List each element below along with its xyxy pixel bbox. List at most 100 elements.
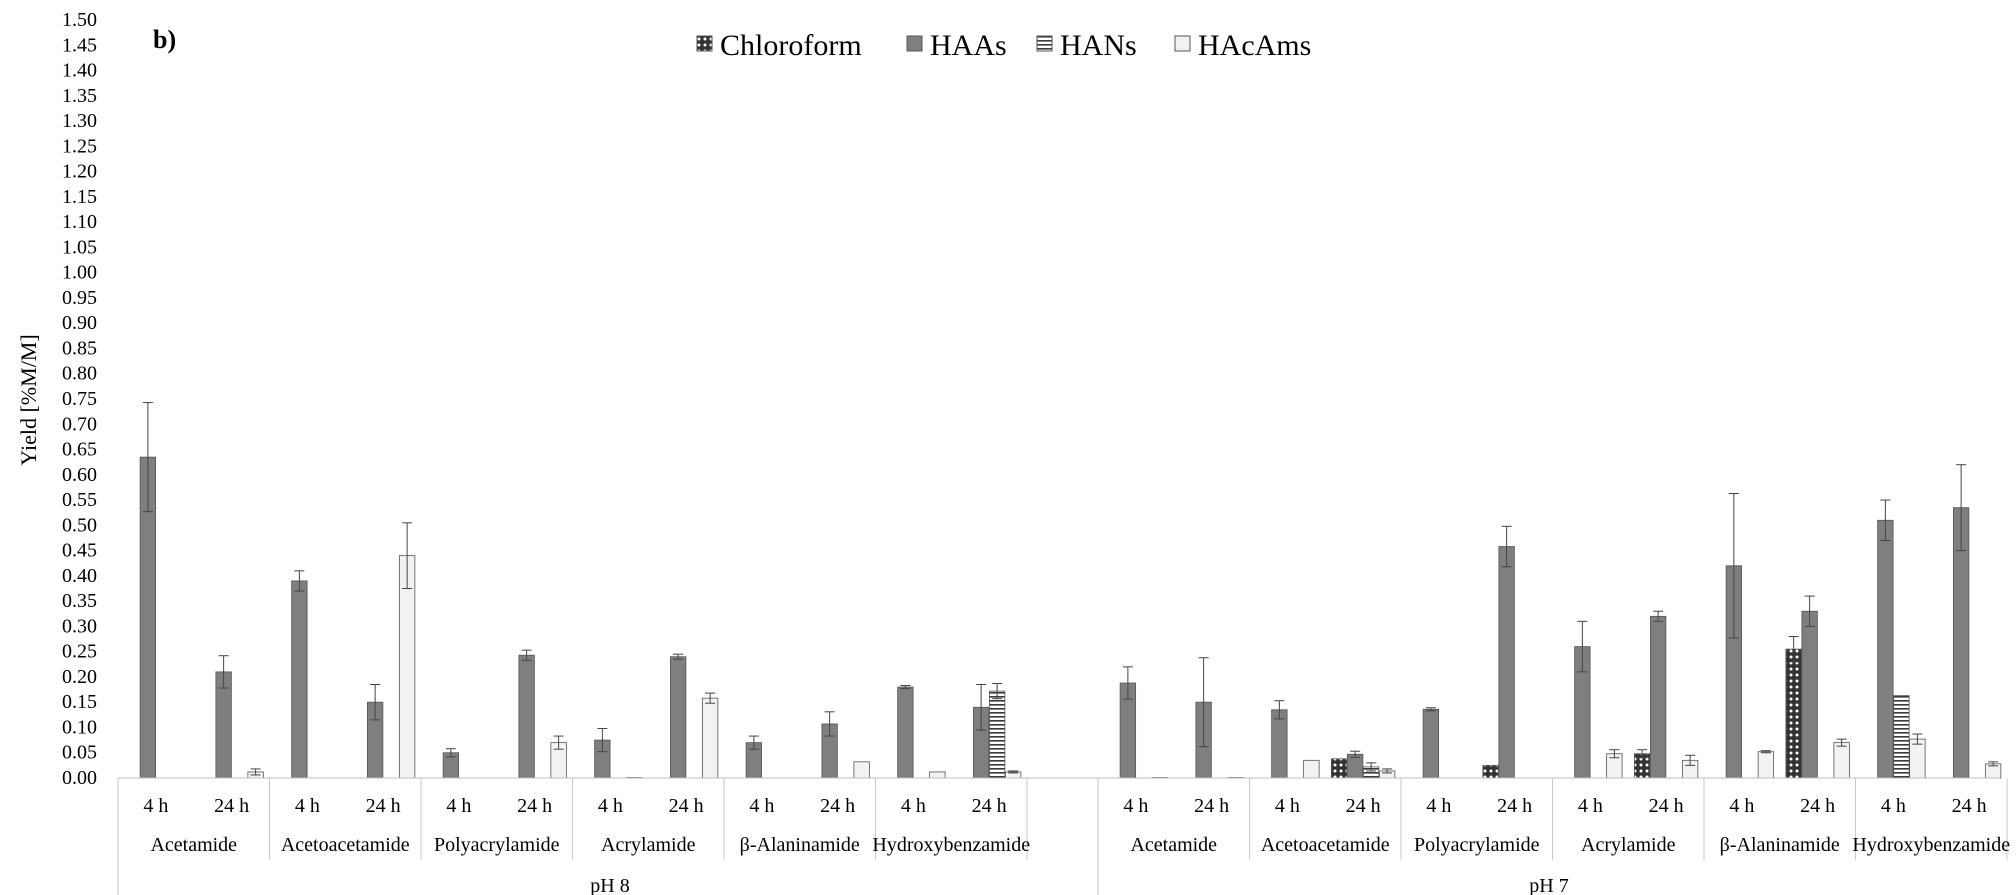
compound-label: Polyacrylamide (1414, 834, 1540, 856)
y-tick-label: 0.05 (62, 742, 97, 764)
time-label: 4 h (446, 795, 471, 817)
y-tick-label: 0.55 (62, 489, 97, 511)
time-label: 24 h (972, 795, 1007, 817)
y-tick-label: 0.50 (62, 514, 97, 536)
y-tick-label: 0.95 (62, 287, 97, 309)
y-tick-label: 0.90 (62, 312, 97, 334)
compound-label: Polyacrylamide (434, 834, 560, 856)
compound-label: Acrylamide (1581, 834, 1676, 856)
bar-hans (1893, 695, 1910, 779)
bar-haas (1422, 708, 1440, 779)
y-tick-label: 1.40 (62, 60, 97, 82)
y-tick-label: 1.45 (62, 34, 97, 56)
time-label: 4 h (1881, 795, 1906, 817)
compound-label: β-Alaninamide (1720, 834, 1840, 856)
time-label: 4 h (598, 795, 623, 817)
y-tick-label: 1.05 (62, 236, 97, 258)
compound-label: Acetoacetamide (1261, 834, 1390, 856)
legend-label: HAcAms (1198, 29, 1311, 62)
time-label: 4 h (749, 795, 774, 817)
time-label: 24 h (366, 795, 401, 817)
y-tick-label: 0.25 (62, 641, 97, 663)
time-label: 24 h (214, 795, 249, 817)
bars-layer (139, 402, 2002, 779)
time-label: 24 h (517, 795, 552, 817)
group-label: pH 8 (590, 875, 629, 895)
compound-label: Acetamide (1130, 834, 1217, 856)
bar-hacams (1833, 742, 1850, 779)
time-label: 24 h (820, 795, 855, 817)
y-tick-label: 1.35 (62, 85, 97, 107)
y-tick-label: 0.45 (62, 540, 97, 562)
legend-swatch-chloroform (696, 35, 713, 52)
time-label: 24 h (669, 795, 704, 817)
compound-label: Hydroxybenzamide (872, 834, 1030, 856)
bar-haas (1877, 519, 1894, 779)
time-label: 24 h (1497, 795, 1532, 817)
bar-hacams (1303, 759, 1320, 779)
y-tick-label: 0.85 (62, 337, 97, 359)
bar-hacams (398, 555, 416, 779)
y-tick-label: 0.35 (62, 590, 97, 612)
y-tick-label: 0.15 (62, 691, 97, 713)
time-label: 24 h (1649, 795, 1684, 817)
y-tick-label: 0.40 (62, 565, 97, 587)
time-label: 24 h (1194, 795, 1229, 817)
compound-label: Acrylamide (601, 834, 696, 856)
time-label: 4 h (901, 795, 926, 817)
time-label: 24 h (1346, 795, 1381, 817)
y-tick-label: 1.10 (62, 211, 97, 233)
y-tick-label: 0.70 (62, 413, 97, 435)
bar-haas (1271, 709, 1288, 779)
time-label: 4 h (1729, 795, 1754, 817)
bar-haas (291, 580, 308, 779)
y-tick-label: 0.10 (62, 716, 97, 738)
legend-swatch-hans (1036, 35, 1053, 52)
legend-label: HAAs (930, 29, 1007, 62)
y-tick-label: 1.30 (62, 110, 97, 132)
time-label: 4 h (1123, 795, 1148, 817)
y-tick-label: 0.60 (62, 464, 97, 486)
y-tick-label: 0.20 (62, 666, 97, 688)
time-label: 4 h (1578, 795, 1603, 817)
compound-label: Acetoacetamide (281, 834, 410, 856)
time-label: 24 h (1800, 795, 1835, 817)
y-tick-label: 0.00 (62, 767, 97, 789)
bar-haas (1498, 546, 1515, 779)
bar-haas (1649, 615, 1667, 779)
y-tick-label: 1.50 (62, 9, 97, 31)
bar-hacams (853, 761, 870, 779)
bar-haas (1801, 610, 1818, 779)
time-label: 4 h (295, 795, 320, 817)
y-axis: 0.00 0.05 0.10 0.15 0.20 0.25 0.30 0.35 0.40 0.45… (62, 9, 97, 789)
y-tick-label: 1.00 (62, 262, 97, 284)
time-label: 4 h (143, 795, 168, 817)
time-label: 24 h (1952, 795, 1987, 817)
x-axis: pH 8 Acetamide 4 h 24 h Acetoacetamide 4 h 24 … (117, 777, 2010, 895)
y-tick-label: 0.75 (62, 388, 97, 410)
y-tick-label: 0.65 (62, 439, 97, 461)
panel-label: b) (153, 25, 176, 54)
y-tick-label: 1.15 (62, 186, 97, 208)
legend-label: Chloroform (720, 29, 862, 62)
bar-hacams (1909, 738, 1926, 779)
y-tick-label: 1.25 (62, 135, 97, 157)
bar-chloroform (1785, 648, 1802, 779)
time-label: 4 h (1426, 795, 1451, 817)
bar-chloroform (1330, 758, 1348, 779)
legend-label: HANs (1060, 29, 1137, 62)
compound-label: Acetamide (150, 834, 237, 856)
time-label: 4 h (1275, 795, 1300, 817)
y-tick-label: 1.20 (62, 161, 97, 183)
legend-swatch-haas (906, 35, 923, 52)
bar-haas (897, 686, 914, 779)
y-axis-label: Yield [%M/M] (16, 334, 41, 465)
compound-label: β-Alaninamide (740, 834, 860, 856)
bar-haas (1346, 753, 1364, 779)
bar-hacams (1757, 751, 1775, 779)
bar-chloroform (1482, 764, 1499, 779)
group-label: pH 7 (1529, 875, 1568, 895)
bar-hacams (929, 771, 946, 779)
bar-haas (669, 656, 687, 779)
compound-label: Hydroxybenzamide (1852, 834, 2010, 856)
